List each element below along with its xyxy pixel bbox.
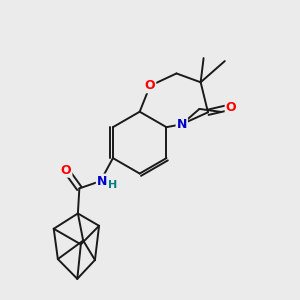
Text: O: O xyxy=(226,100,236,113)
Text: N: N xyxy=(177,118,187,131)
Text: O: O xyxy=(61,164,71,177)
Text: N: N xyxy=(97,175,107,188)
Text: H: H xyxy=(108,180,118,190)
Text: O: O xyxy=(145,79,155,92)
